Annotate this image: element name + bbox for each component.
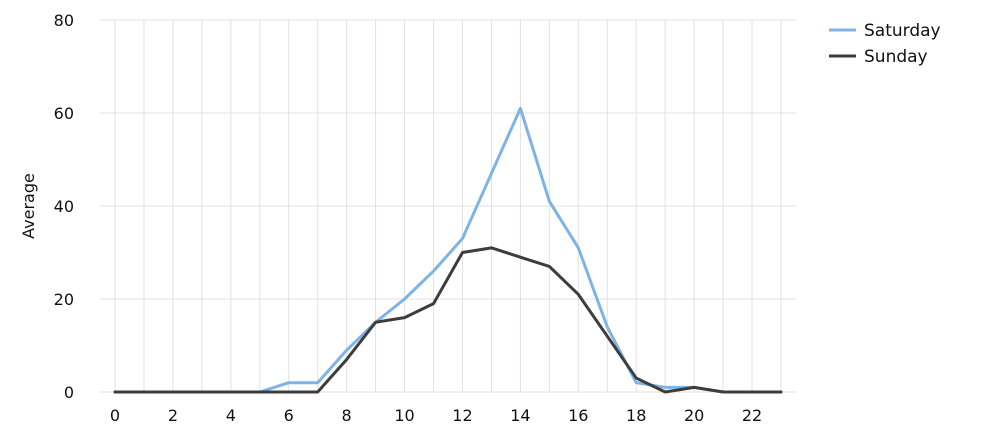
y-tick-label: 20: [54, 290, 74, 309]
series-line-saturday: [113, 106, 783, 394]
grid-lines: [100, 19, 796, 393]
y-tick-label: 40: [54, 197, 74, 216]
series-line-sunday: [113, 246, 783, 394]
x-tick-label: 0: [110, 406, 120, 425]
legend: Saturday Sunday: [829, 21, 941, 67]
y-axis-ticks: 0 20 40 60 80: [54, 11, 74, 402]
x-tick-label: 16: [568, 406, 588, 425]
y-tick-label: 80: [54, 11, 74, 30]
x-axis-ticks: 0 2 4 6 8 10 12 14 16 18 20 22: [110, 406, 762, 425]
x-tick-label: 6: [284, 406, 294, 425]
series-lines: [113, 106, 783, 394]
x-tick-label: 18: [626, 406, 646, 425]
y-axis-title: Average: [19, 173, 38, 239]
y-tick-label: 0: [64, 383, 74, 402]
legend-label-sunday: Sunday: [864, 47, 928, 67]
legend-label-saturday: Saturday: [864, 21, 941, 41]
x-tick-label: 4: [226, 406, 236, 425]
x-tick-label: 12: [452, 406, 472, 425]
x-tick-label: 2: [168, 406, 178, 425]
x-tick-label: 8: [342, 406, 352, 425]
x-tick-label: 20: [684, 406, 704, 425]
x-tick-label: 22: [742, 406, 762, 425]
y-tick-label: 60: [54, 104, 74, 123]
x-tick-label: 10: [394, 406, 414, 425]
x-tick-label: 14: [510, 406, 530, 425]
